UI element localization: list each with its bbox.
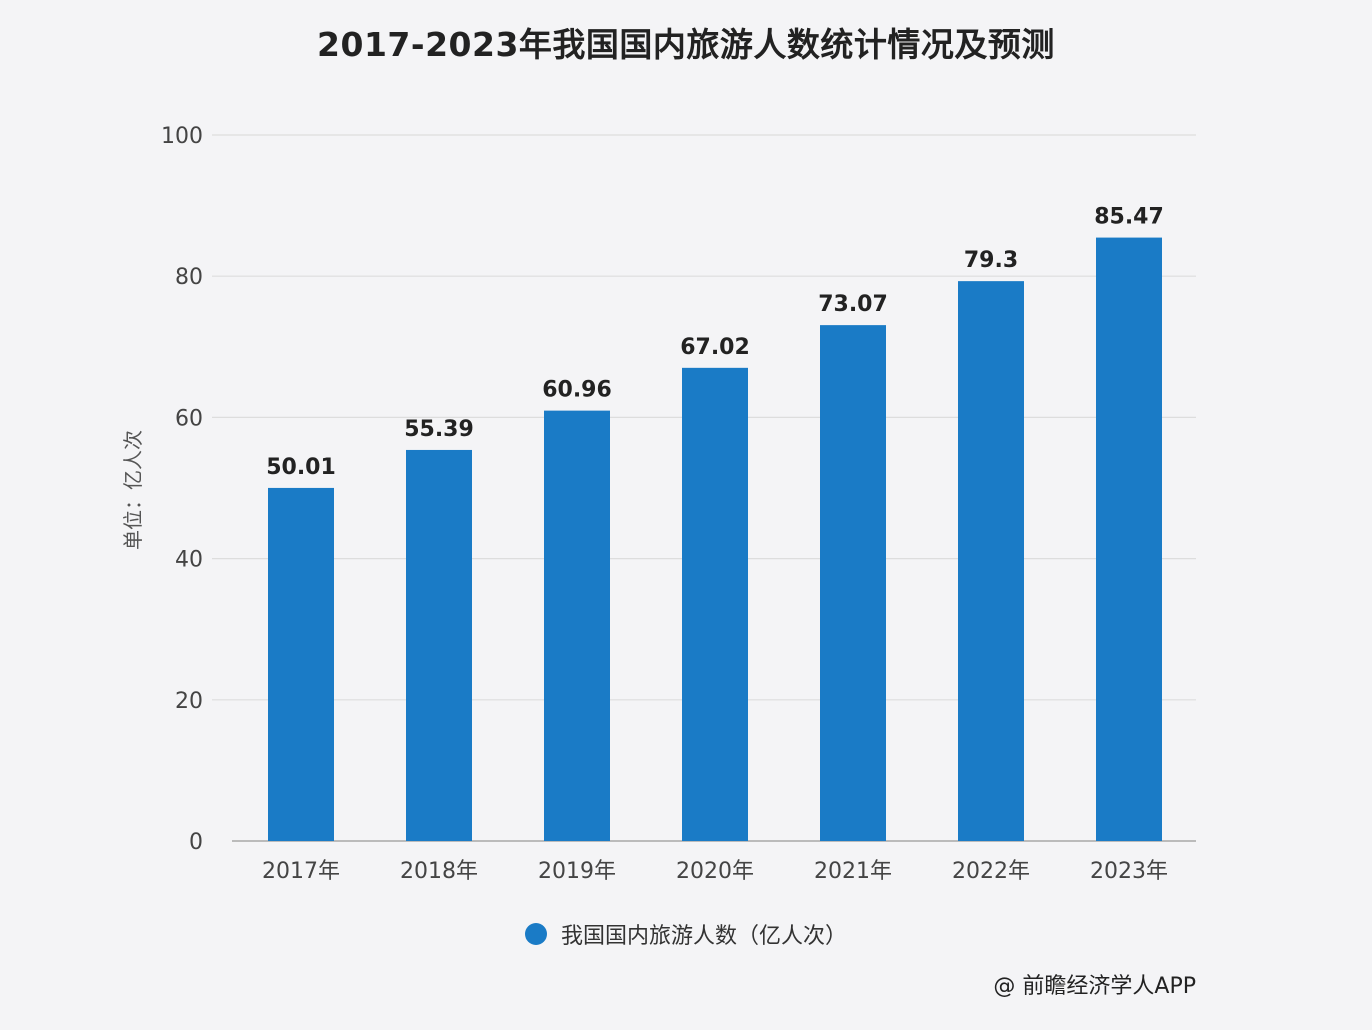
value-label: 85.47 (1094, 205, 1164, 230)
y-tick-label: 0 (189, 830, 203, 855)
y-tick-label: 20 (175, 689, 203, 714)
legend: 我国国内旅游人数（亿人次） (0, 918, 1372, 950)
y-tick-label: 40 (175, 548, 203, 573)
x-tick-label: 2021年 (814, 859, 892, 884)
x-tick-label: 2023年 (1090, 859, 1168, 884)
bar-2020年 (682, 367, 748, 841)
bar-2019年 (544, 410, 610, 841)
bar-2021年 (820, 325, 886, 841)
x-tick-label: 2022年 (952, 859, 1030, 884)
y-axis-ticks: 0 20 40 60 80 100 (161, 124, 203, 855)
bar-2022年 (958, 281, 1024, 842)
y-axis-label: 单位：亿人次 (121, 430, 145, 550)
value-label: 67.02 (680, 335, 750, 360)
y-tick-label: 60 (175, 406, 203, 431)
bars (268, 237, 1162, 842)
value-label: 60.96 (542, 378, 612, 403)
bar-2017年 (268, 487, 334, 841)
x-tick-label: 2019年 (538, 859, 616, 884)
value-label: 79.3 (964, 248, 1018, 273)
x-tick-label: 2020年 (676, 859, 754, 884)
x-tick-label: 2017年 (262, 859, 340, 884)
value-label: 55.39 (404, 417, 474, 442)
x-axis-ticks: 2017年 2018年 2019年 2020年 2021年 2022年 2023年 (262, 859, 1168, 884)
bar-2018年 (406, 449, 472, 841)
y-tick-label: 80 (175, 265, 203, 290)
bar-2023年 (1096, 237, 1162, 842)
value-labels: 50.01 55.39 60.96 67.02 73.07 79.3 85.47 (266, 205, 1164, 480)
x-tick-label: 2018年 (400, 859, 478, 884)
source-attribution: @ 前瞻经济学人APP (993, 974, 1196, 999)
y-tick-label: 100 (161, 124, 203, 149)
legend-swatch (524, 923, 547, 945)
legend-label: 我国国内旅游人数（亿人次） (560, 924, 847, 949)
value-label: 50.01 (266, 455, 336, 480)
value-label: 73.07 (818, 292, 888, 317)
chart-title: 2017-2023年我国国内旅游人数统计情况及预测 (317, 25, 1055, 64)
